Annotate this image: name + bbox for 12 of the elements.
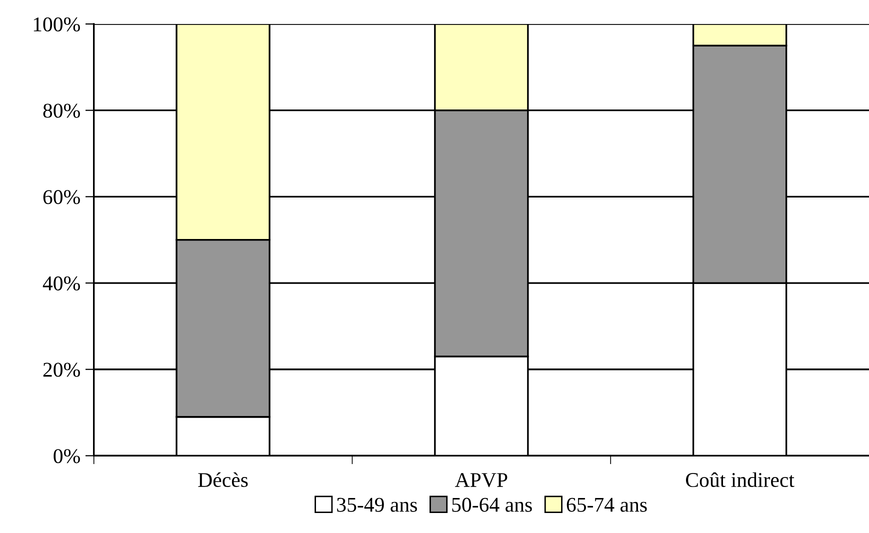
y-tick-label: 0%: [54, 449, 80, 464]
y-tick-label: 80%: [43, 104, 80, 118]
y-tick-label: 60%: [43, 190, 80, 204]
y-tick-label: 100%: [34, 17, 80, 32]
legend-label: 65-74 ans: [566, 498, 647, 512]
x-tick-label: Décès: [198, 472, 248, 488]
x-tick-label: APVP: [455, 473, 508, 488]
y-tick-label: 40%: [42, 276, 80, 291]
legend-label: 50-64 ans: [452, 498, 532, 512]
x-tick-label: Coût indirect: [686, 472, 794, 488]
legend-label: 35-49 ans: [337, 498, 417, 512]
y-tick-label: 20%: [43, 362, 80, 377]
